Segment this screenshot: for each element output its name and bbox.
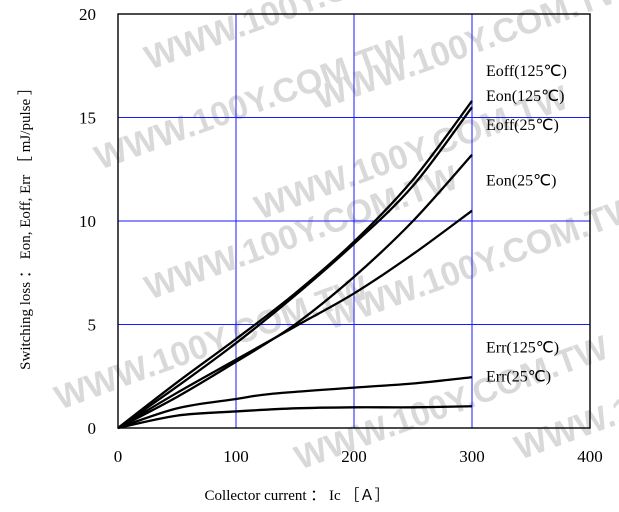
series-labels: Eoff(125℃) Eon(125℃) Eoff(25℃) Eon(25℃) Err(…	[486, 63, 567, 385]
watermark-text: WWW.100Y.COM.TW	[290, 328, 614, 477]
y-tick-label: 20	[79, 5, 96, 24]
x-tick-label: 300	[459, 447, 485, 466]
y-tick-label: 15	[79, 109, 96, 128]
series-label-1: Eon(125℃)	[486, 88, 564, 105]
y-tick-label: 5	[88, 316, 97, 335]
tick-labels: 0 100 200 300 400 0 5 10 15 20	[79, 5, 603, 466]
x-tick-label: 100	[223, 447, 249, 466]
series-lines	[117, 100, 473, 430]
series-line-0	[117, 100, 473, 429]
y-tick-label: 10	[79, 212, 96, 231]
x-tick-label: 400	[577, 447, 603, 466]
series-label-5: Err(25℃)	[486, 368, 551, 385]
x-tick-label: 0	[114, 447, 123, 466]
series-label-4: Err(125℃)	[486, 339, 559, 356]
x-axis-label: Collector current ： Ic ［Ａ］	[205, 487, 390, 504]
plot-frame	[117, 13, 591, 429]
y-tick-label: 0	[88, 419, 97, 438]
y-axis-label: Switching loss ： Eon, Eoff, Err ［ mJ/pul…	[17, 80, 34, 370]
series-line-2	[117, 153, 473, 430]
series-label-3: Eon(25℃)	[486, 173, 556, 190]
series-label-2: Eoff(25℃)	[486, 117, 559, 134]
series-line-3	[117, 209, 473, 429]
x-tick-label: 200	[341, 447, 367, 466]
series-line-5	[117, 405, 473, 430]
series-label-0: Eoff(125℃)	[486, 63, 567, 80]
series-line-4	[117, 376, 473, 430]
series-line-1	[117, 106, 473, 429]
watermark-text: WWW.100Y.COM.TW	[50, 268, 374, 417]
grid-lines	[118, 14, 590, 428]
